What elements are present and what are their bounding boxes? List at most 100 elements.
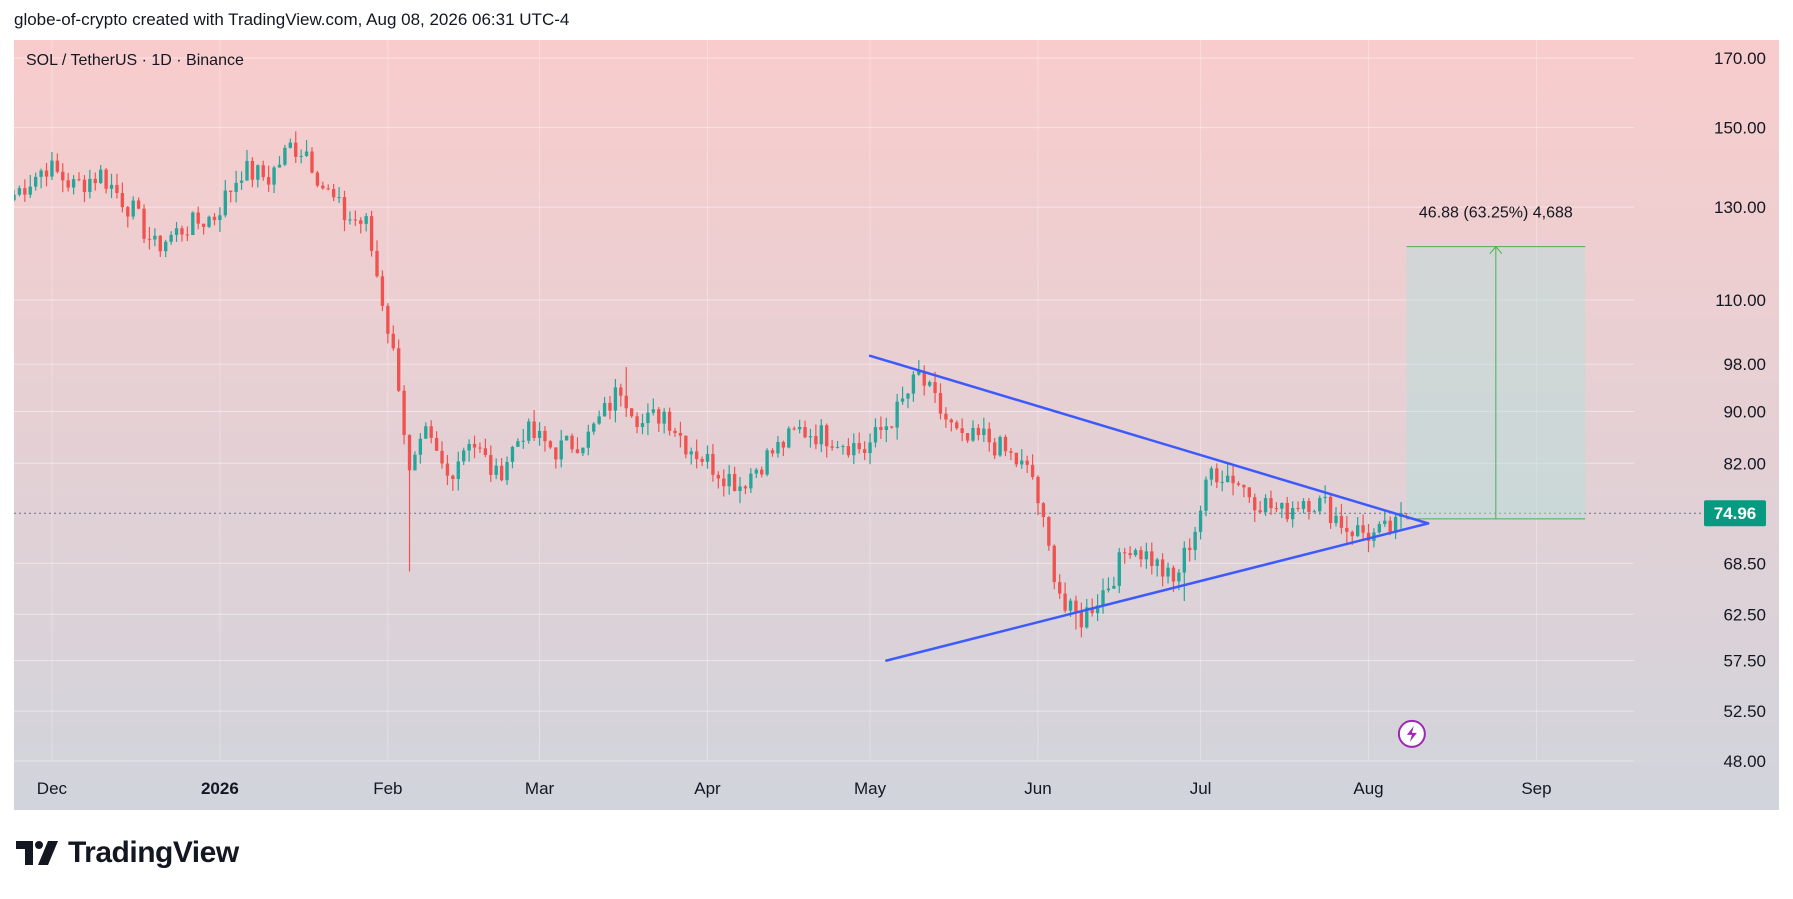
time-axis[interactable]: Dec 2026 Feb Mar Apr May Jun Jul Aug Sep <box>37 779 1552 798</box>
candle-body <box>1345 527 1349 532</box>
candle-body <box>646 412 650 424</box>
candle-body <box>873 427 878 443</box>
candle-body <box>516 441 520 447</box>
candle-body <box>749 473 753 489</box>
candle-body <box>196 212 200 224</box>
candle-body <box>88 178 92 192</box>
candle-body <box>960 428 964 434</box>
flash-event-icon[interactable] <box>1397 719 1426 748</box>
candle-body <box>294 142 298 157</box>
candle-body <box>776 441 780 454</box>
candle-body <box>1112 585 1116 589</box>
candle-body <box>879 427 883 431</box>
candle-body <box>537 430 542 438</box>
candle-body <box>28 186 32 195</box>
candle-body <box>608 402 612 411</box>
candle-body <box>348 219 352 221</box>
candle-body <box>819 425 823 445</box>
price-chart[interactable]: 46.88 (63.25%) 4,688 170.00150.00130.001… <box>14 40 1779 810</box>
candle-body <box>418 438 423 455</box>
candle-body <box>456 461 460 480</box>
candle-body <box>180 228 184 235</box>
candle-body <box>1177 572 1181 582</box>
candle-body <box>651 409 656 413</box>
candle-body <box>581 447 585 454</box>
candle-body <box>55 160 60 172</box>
candle-body <box>814 436 818 445</box>
candle-body <box>640 423 645 427</box>
candle-body <box>1225 475 1230 483</box>
candle-body <box>445 463 450 476</box>
candle-body <box>1117 552 1121 586</box>
candle-body <box>66 180 70 188</box>
candle-body <box>218 215 222 221</box>
candle-body <box>868 442 872 453</box>
y-tick-label: 90.00 <box>1723 403 1766 422</box>
candle-body <box>1063 593 1067 611</box>
candle-body <box>1269 498 1273 509</box>
candle-body <box>245 160 249 181</box>
candle-body <box>1236 483 1241 485</box>
candle-body <box>624 395 628 409</box>
candle-body <box>337 197 341 199</box>
candle-body <box>505 461 509 481</box>
candle-body <box>1101 590 1105 606</box>
candle-body <box>77 179 81 181</box>
candle-body <box>852 443 856 456</box>
candle-body <box>14 194 16 201</box>
candle-body <box>841 446 845 448</box>
last-price-tag <box>1704 500 1766 527</box>
candle-body <box>1361 525 1365 533</box>
candle-body <box>1231 475 1235 484</box>
candle-body <box>792 428 796 430</box>
x-tick-label: Feb <box>373 779 402 798</box>
candle-body <box>467 443 471 451</box>
candle-body <box>971 427 975 441</box>
candle-body <box>229 190 233 192</box>
candle-body <box>1290 507 1295 520</box>
y-tick-label: 57.50 <box>1723 652 1766 671</box>
tradingview-logo[interactable]: TradingView <box>16 836 239 870</box>
candle-body <box>955 422 959 429</box>
candle-body <box>299 155 303 157</box>
candle-body <box>50 160 54 177</box>
candle-body <box>386 305 390 334</box>
candle-body <box>1025 460 1029 465</box>
candle-body <box>364 216 368 224</box>
candle-body <box>250 160 255 180</box>
candle-body <box>1166 567 1170 577</box>
candle-body <box>787 428 791 448</box>
candle-body <box>304 151 309 156</box>
candle-body <box>754 469 758 474</box>
chart-area[interactable]: 46.88 (63.25%) 4,688 170.00 150.00 130.00 1… <box>14 40 1779 810</box>
candle-body <box>694 451 699 460</box>
candle-body <box>803 426 807 438</box>
candle-body <box>857 443 861 450</box>
candles-layer <box>14 131 1409 638</box>
candle-body <box>1280 502 1284 509</box>
x-tick-label: Dec <box>37 779 68 798</box>
candle-body <box>825 425 829 447</box>
candle-body <box>207 216 211 227</box>
candle-body <box>1058 582 1062 594</box>
x-tick-label: 2026 <box>201 779 239 798</box>
candle-body <box>1258 510 1262 513</box>
y-tick-label: 170.00 <box>1714 49 1766 68</box>
candle-body <box>635 416 639 427</box>
candle-body <box>331 189 336 198</box>
candle-body <box>911 374 916 394</box>
candle-body <box>126 207 130 217</box>
y-tick-label: 110.00 <box>1715 291 1766 310</box>
candle-body <box>342 197 347 221</box>
candle-body <box>1009 451 1013 453</box>
candle-body <box>158 235 162 252</box>
candle-body <box>1193 531 1197 551</box>
price-axis[interactable]: 170.00 150.00 130.00 110.00 98.00 90.00 82.00 7… <box>1704 49 1766 771</box>
candle-body <box>261 165 265 178</box>
candle-body <box>104 169 108 189</box>
candle-body <box>592 423 596 432</box>
candle-body <box>93 178 97 184</box>
candle-body <box>629 408 634 417</box>
candle-body <box>917 371 921 375</box>
candle-body <box>39 170 43 177</box>
